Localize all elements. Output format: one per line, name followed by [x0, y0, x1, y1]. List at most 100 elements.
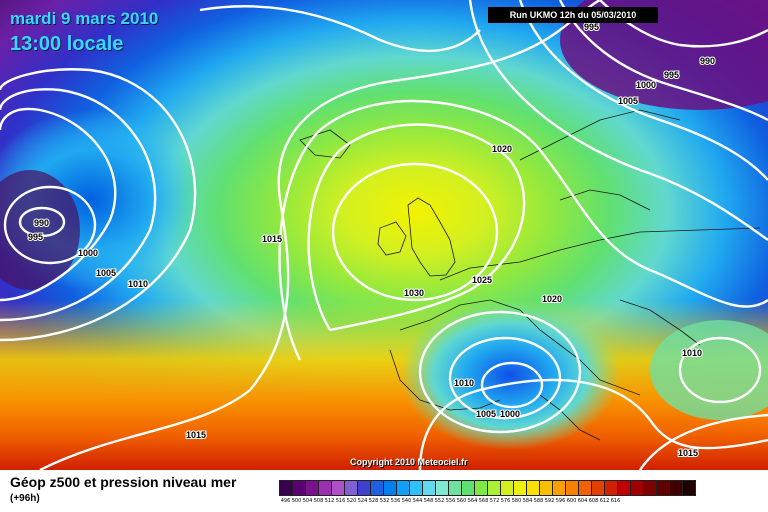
scale-label: 600 [566, 498, 577, 504]
scale-label: 592 [544, 498, 555, 504]
scale-swatch [656, 480, 670, 496]
scale-swatch [591, 480, 605, 496]
scale-label: 584 [522, 498, 533, 504]
scale-swatch [552, 480, 566, 496]
isobar-label: 990 [34, 218, 49, 228]
scale-swatch [513, 480, 527, 496]
scale-label: 596 [555, 498, 566, 504]
southern-warm-band [0, 300, 768, 470]
map-caption: Géop z500 et pression niveau mer [10, 474, 237, 490]
scale-label: 496 [280, 498, 291, 504]
scale-swatch [630, 480, 644, 496]
scale-swatch [383, 480, 397, 496]
isobar-label: 1015 [262, 234, 282, 244]
scale-swatch [370, 480, 384, 496]
scale-label: 588 [533, 498, 544, 504]
isobar-label: 995 [584, 22, 599, 32]
scale-label: 528 [368, 498, 379, 504]
scale-swatch [578, 480, 592, 496]
mediterranean-low-field [400, 300, 620, 450]
forecast-date: mardi 9 mars 2010 [10, 9, 159, 28]
scale-swatch [344, 480, 358, 496]
scale-label: 536 [390, 498, 401, 504]
scale-swatch [292, 480, 306, 496]
scale-label: 576 [500, 498, 511, 504]
scale-label: 516 [335, 498, 346, 504]
scale-swatch [448, 480, 462, 496]
scale-label: 572 [489, 498, 500, 504]
northeast-purple-field [560, 0, 768, 110]
scale-label: 524 [357, 498, 368, 504]
scale-label: 532 [379, 498, 390, 504]
isobar-label: 1025 [472, 275, 492, 285]
scale-swatch [357, 480, 371, 496]
isobar-label: 1020 [492, 144, 512, 154]
scale-label: 552 [434, 498, 445, 504]
scale-swatch [305, 480, 319, 496]
scale-swatch [487, 480, 501, 496]
isobar-label: 1005 [618, 96, 638, 106]
isobar-label: 1005 [96, 268, 116, 278]
scale-swatch [318, 480, 332, 496]
scale-label: 504 [302, 498, 313, 504]
isobar-label: 1020 [542, 294, 562, 304]
weather-map: 990 995 1000 1005 1010 1015 1030 1025 10… [0, 0, 768, 470]
scale-label: 544 [412, 498, 423, 504]
scale-label: 604 [577, 498, 588, 504]
scale-label: 580 [511, 498, 522, 504]
eastern-green-field [650, 320, 768, 420]
northwest-purple-field [0, 170, 80, 290]
isobar-label: 990 [700, 56, 715, 66]
scale-swatch [435, 480, 449, 496]
scale-label: 520 [346, 498, 357, 504]
isobar-label: 1000 [636, 80, 656, 90]
scale-swatch [604, 480, 618, 496]
scale-swatch [526, 480, 540, 496]
forecast-range: (+96h) [10, 493, 40, 504]
scale-label: 564 [467, 498, 478, 504]
scale-swatch [669, 480, 683, 496]
scale-label: 548 [423, 498, 434, 504]
scale-swatch [461, 480, 475, 496]
isobar-label: 1000 [500, 409, 520, 419]
isobar-label: 995 [28, 232, 43, 242]
isobar-label: 1015 [186, 430, 206, 440]
isobar-label: 1005 [476, 409, 496, 419]
scale-label: 512 [324, 498, 335, 504]
scale-swatch [422, 480, 436, 496]
coastlines [299, 109, 761, 441]
scale-swatch [396, 480, 410, 496]
isobar-label: 995 [664, 70, 679, 80]
scale-label: 616 [610, 498, 621, 504]
scale-swatch [682, 480, 696, 496]
color-scale-labels: 496 500 504 508 512 516 520 524 528 532 536 540 544 5… [280, 498, 621, 504]
isobar-label: 1010 [682, 348, 702, 358]
scale-swatch [539, 480, 553, 496]
scale-swatch [474, 480, 488, 496]
isobar-label: 1010 [128, 279, 148, 289]
scale-swatch [279, 480, 293, 496]
isobar-label: 1015 [678, 448, 698, 458]
scale-label: 608 [588, 498, 599, 504]
isobars [0, 0, 768, 470]
scale-label: 568 [478, 498, 489, 504]
scale-swatch [643, 480, 657, 496]
scale-swatch [565, 480, 579, 496]
isobar-label: 1000 [78, 248, 98, 258]
isobar-label: 1010 [454, 378, 474, 388]
copyright-text: Copyright 2010 Meteociel.fr [350, 457, 468, 467]
color-scale [279, 480, 696, 496]
scale-swatch [500, 480, 514, 496]
isobar-labels: 990 995 1000 1005 1010 1015 1030 1025 10… [27, 21, 716, 459]
scale-label: 612 [599, 498, 610, 504]
scale-label: 556 [445, 498, 456, 504]
scale-swatch [617, 480, 631, 496]
forecast-time: 13:00 locale [10, 33, 124, 55]
scale-swatch [409, 480, 423, 496]
scale-label: 500 [291, 498, 302, 504]
run-info-box: Run UKMO 12h du 05/03/2010 [488, 7, 658, 23]
scale-label: 508 [313, 498, 324, 504]
isobar-label: 1030 [404, 288, 424, 298]
scale-label: 560 [456, 498, 467, 504]
scale-swatch [331, 480, 345, 496]
